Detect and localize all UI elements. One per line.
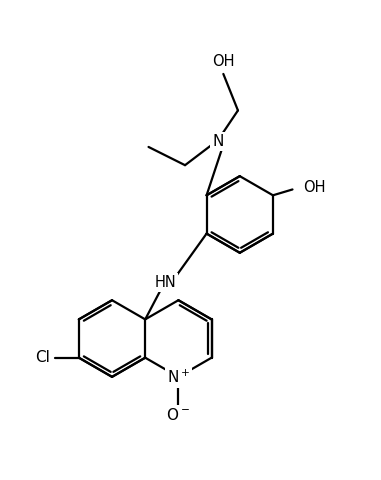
- Text: OH: OH: [303, 180, 326, 195]
- Text: Cl: Cl: [35, 350, 50, 365]
- Text: O$^-$: O$^-$: [166, 407, 190, 423]
- Text: N: N: [212, 134, 224, 149]
- Text: HN: HN: [154, 276, 176, 290]
- Text: N$^+$: N$^+$: [167, 368, 190, 385]
- Text: OH: OH: [212, 54, 235, 69]
